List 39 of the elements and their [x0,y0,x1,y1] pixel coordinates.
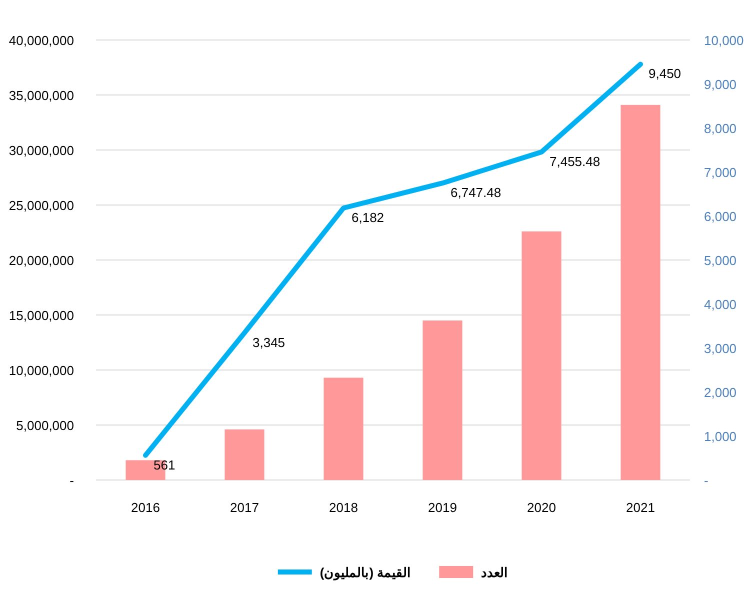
x-tick-label: 2020 [527,500,556,515]
y-tick-label: 5,000,000 [16,418,74,433]
data-label: 561 [154,457,176,472]
y-tick-label: 35,000,000 [8,88,74,103]
x-tick-label: 2017 [230,500,259,515]
y2-tick-label: 10,000 [704,33,744,48]
legend-label: العدد [481,565,508,580]
y-tick-label: 40,000,000 [8,33,74,48]
y2-tick-label: 5,000 [704,253,737,268]
x-tick-label: 2016 [131,500,160,515]
bar [422,320,462,480]
x-tick-label: 2019 [428,500,457,515]
data-label: 9,450 [648,66,682,82]
bar [522,231,562,480]
data-label: 6,182 [352,210,384,225]
data-label: 6,747.48 [450,185,502,200]
y2-tick-label: 2,000 [704,385,737,400]
y-tick-label: 30,000,000 [8,143,74,158]
bar [620,104,660,480]
y2-tick-label: 9,000 [704,77,737,92]
bar [224,429,264,480]
y2-tick-label: - [704,473,708,488]
y-tick-label: 20,000,000 [8,253,74,268]
y-tick-label: 15,000,000 [8,308,74,323]
legend-label: القيمة (بالمليون) [320,565,412,581]
y2-tick-label: 4,000 [704,297,737,312]
y-tick-label: - [70,473,74,488]
y2-tick-label: 1,000 [704,429,737,444]
y-tick-label: 10,000,000 [8,363,74,378]
y2-tick-label: 6,000 [704,209,737,224]
y2-tick-label: 7,000 [704,165,737,180]
bar [324,378,364,480]
data-label: 7,455.48 [550,154,600,169]
y2-tick-label: 3,000 [704,341,737,356]
data-label: 3,345 [252,334,286,350]
x-tick-label: 2021 [626,500,655,515]
x-tick-label: 2018 [329,500,358,515]
y2-tick-label: 8,000 [704,121,737,136]
y-tick-label: 25,000,000 [8,198,74,213]
